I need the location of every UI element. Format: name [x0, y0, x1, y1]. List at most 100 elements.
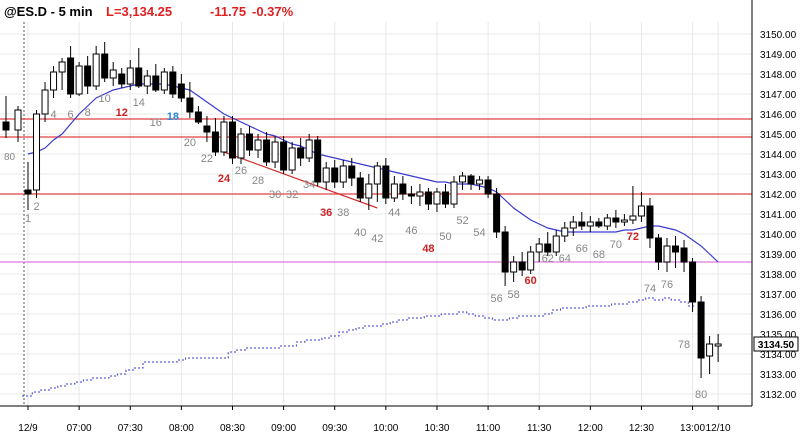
- candle: [578, 221, 586, 227]
- y-tick-label: 3135.00: [760, 330, 797, 341]
- candle: [629, 215, 637, 221]
- bar-number-label: 58: [508, 289, 520, 301]
- bar-number-label: 36: [320, 207, 332, 219]
- bar-number-label: 20: [184, 137, 196, 149]
- bar-number-label: 42: [371, 233, 383, 245]
- candle: [280, 141, 288, 171]
- bar-number-label: 56: [490, 293, 502, 305]
- candle: [706, 343, 714, 357]
- candle: [518, 261, 526, 271]
- candle: [109, 69, 117, 79]
- x-tick-label: 08:00: [169, 423, 194, 434]
- bar-number-label: 40: [354, 227, 366, 239]
- candle: [228, 121, 236, 159]
- candle: [450, 181, 458, 205]
- candle: [24, 189, 32, 195]
- candle: [263, 139, 271, 163]
- bar-number-label: 34: [303, 179, 315, 191]
- candle: [637, 205, 645, 217]
- candle: [416, 191, 424, 197]
- x-tick-label: 13:00: [680, 423, 705, 434]
- bar-number-label: 48: [422, 243, 434, 255]
- bar-number-label: 26: [235, 165, 247, 177]
- candle: [92, 53, 100, 87]
- candle: [84, 65, 92, 87]
- cumulative-line-layer: [22, 297, 695, 397]
- x-tick-label: 12:30: [629, 423, 654, 434]
- candle: [331, 167, 339, 183]
- bar-number-label: 38: [337, 207, 349, 219]
- candle: [424, 191, 432, 205]
- x-tick-label: 12/10: [706, 423, 731, 434]
- candle: [135, 67, 143, 87]
- candle: [484, 179, 492, 195]
- candle: [654, 237, 662, 263]
- y-tick-label: 3150.00: [760, 30, 797, 41]
- x-tick-label: 07:30: [118, 423, 143, 434]
- prev-day-candle: [14, 109, 22, 131]
- y-tick-label: 3145.00: [760, 130, 797, 141]
- y-tick-label: 3137.00: [760, 290, 797, 301]
- candle: [714, 343, 722, 347]
- candle: [126, 67, 134, 85]
- y-tick-label: 3132.00: [760, 390, 797, 401]
- candle: [67, 57, 75, 95]
- candle: [493, 193, 501, 233]
- bar-number-label: 70: [610, 239, 622, 251]
- y-tick-label: 3138.00: [760, 270, 797, 281]
- change-pct-label: -0.37%: [252, 4, 294, 19]
- bar-number-label: 72: [627, 231, 639, 243]
- y-tick-label: 3139.00: [760, 250, 797, 261]
- y-tick-label: 3136.00: [760, 310, 797, 321]
- candle: [322, 167, 330, 183]
- candle: [612, 217, 620, 223]
- trend-line: [223, 151, 378, 209]
- bar-number-label: 14: [133, 97, 145, 109]
- bar-number-label: 6: [68, 109, 74, 121]
- candle: [305, 139, 313, 159]
- x-tick-label: 09:30: [322, 423, 347, 434]
- bar-number-label: 66: [576, 243, 588, 255]
- bar-number-label: 44: [388, 207, 400, 219]
- x-tick-label: 12:00: [578, 423, 603, 434]
- candle: [382, 165, 390, 199]
- y-tick-label: 3149.00: [760, 50, 797, 61]
- bar-number-label: 74: [644, 283, 656, 295]
- bar-number-label: 80: [695, 389, 707, 401]
- bar-number-label: 1: [25, 213, 31, 225]
- y-tick-label: 3146.00: [760, 110, 797, 121]
- x-tick-label: 10:00: [373, 423, 398, 434]
- x-tick-label: 07:00: [67, 423, 92, 434]
- bar-number-label: 12: [116, 107, 128, 119]
- candle: [407, 193, 415, 197]
- y-tick-label: 3148.00: [760, 70, 797, 81]
- bar-number-label: 68: [593, 249, 605, 261]
- bar-number-label: 28: [252, 175, 264, 187]
- bar-number-label: 62: [542, 253, 554, 265]
- last-price-axis-label: 3134.50: [758, 340, 795, 351]
- y-tick-label: 3147.00: [760, 90, 797, 101]
- candle: [288, 147, 296, 171]
- cumulative-dotted-line: [22, 297, 695, 397]
- candle: [237, 133, 245, 159]
- bar-number-label: 24: [218, 173, 231, 185]
- bar-number-label: 10: [99, 93, 111, 105]
- candle: [595, 221, 603, 227]
- y-tick-label: 3134.00: [760, 350, 797, 361]
- candle: [152, 75, 160, 91]
- last-price-box: [753, 336, 799, 352]
- bar-number-label: 30: [269, 189, 281, 201]
- candle: [620, 219, 628, 223]
- candle: [399, 183, 407, 195]
- candle: [254, 139, 262, 151]
- candle: [41, 89, 49, 115]
- candle: [194, 111, 202, 123]
- candle: [672, 245, 680, 253]
- candle: [527, 251, 535, 271]
- candle: [101, 53, 109, 79]
- y-tick-label: 3144.00: [760, 150, 797, 161]
- y-tick-label: 3141.00: [760, 210, 797, 221]
